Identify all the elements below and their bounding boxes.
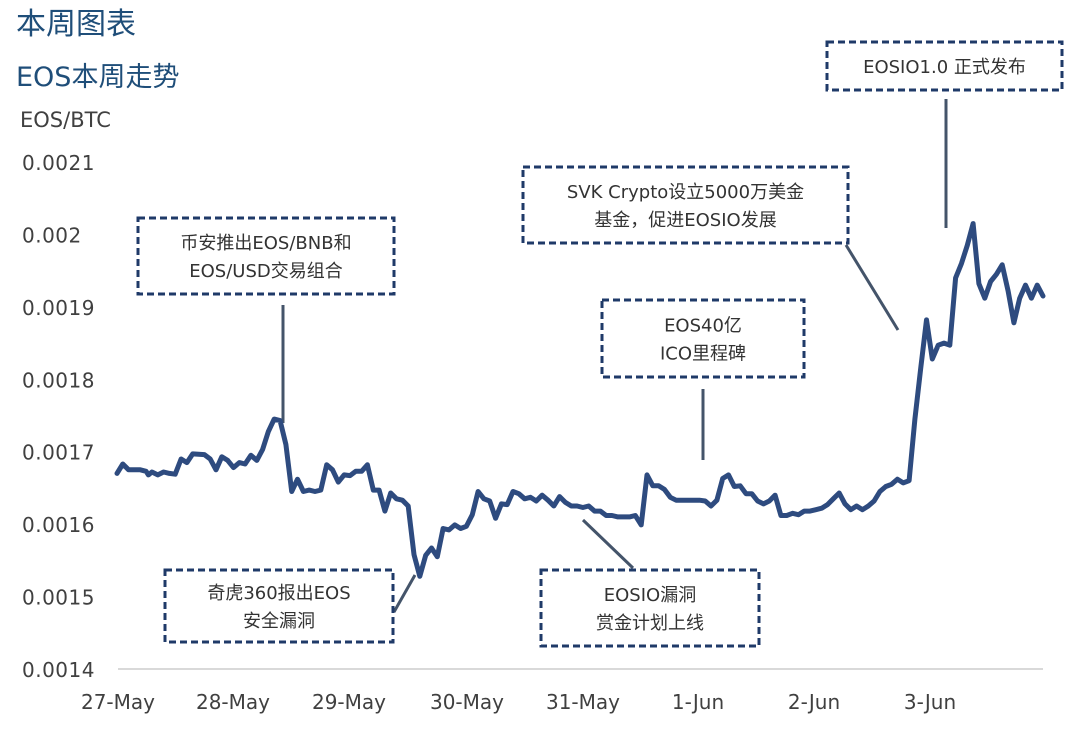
x-tick-label: 1-Jun	[672, 690, 724, 714]
x-tick-label: 30-May	[430, 690, 504, 714]
y-tick-label: 0.0021	[22, 151, 95, 175]
page-title: 本周图表	[16, 7, 136, 42]
annotation-leader-line	[581, 518, 635, 570]
annotation-leader-line	[844, 244, 900, 331]
annotation-leader-line	[392, 574, 417, 613]
y-tick-labels: 0.0014 0.0015 0.0016 0.0017 0.0018 0.0019 0.00…	[22, 151, 95, 682]
annotation-text: EOS40亿	[664, 316, 742, 337]
x-tick-label: 3-Jun	[904, 690, 956, 714]
y-tick-label: 0.0017	[22, 441, 95, 465]
chart-subtitle: EOS本周走势	[16, 62, 180, 93]
annotation-ico: EOS40亿 ICO里程碑	[600, 298, 806, 379]
y-tick-label: 0.0014	[22, 658, 95, 682]
annotation-box	[136, 216, 396, 296]
annotation-text: 赏金计划上线	[596, 613, 704, 634]
annotation-binance: 币安推出EOS/BNB和 EOS/USD交易组合	[136, 216, 396, 296]
annotation-text: EOSIO1.0 正式发布	[863, 57, 1026, 78]
x-tick-labels: 27-May 28-May 29-May 30-May 31-May 1-Jun 2-Jun…	[81, 690, 956, 714]
x-tick-label: 28-May	[196, 690, 270, 714]
annotation-box	[163, 568, 395, 644]
annotation-box	[825, 40, 1064, 92]
x-tick-label: 29-May	[312, 690, 386, 714]
y-tick-label: 0.0018	[22, 368, 95, 392]
annotation-leader-lines	[281, 99, 948, 613]
annotation-box	[600, 298, 806, 379]
annotation-text: EOS/USD交易组合	[189, 261, 343, 282]
x-tick-label: 27-May	[81, 690, 155, 714]
y-tick-label: 0.0019	[22, 296, 95, 320]
annotation-text: 安全漏洞	[243, 611, 315, 632]
annotation-text: SVK Crypto设立5000万美金	[567, 182, 804, 203]
y-axis-label: EOS/BTC	[20, 108, 111, 132]
annotation-text: 币安推出EOS/BNB和	[180, 233, 351, 254]
eos-btc-series-line	[114, 221, 1046, 579]
y-tick-label: 0.0015	[22, 586, 95, 610]
annotation-qihoo: 奇虎360报出EOS 安全漏洞	[163, 568, 395, 644]
x-tick-label: 31-May	[546, 690, 620, 714]
annotation-text: 基金，促进EOSIO发展	[594, 210, 776, 231]
annotation-text: ICO里程碑	[660, 344, 746, 365]
y-tick-label: 0.002	[22, 223, 82, 247]
annotation-text: 奇虎360报出EOS	[207, 583, 350, 604]
annotation-text: EOSIO漏洞	[604, 585, 696, 606]
annotation-box	[539, 568, 761, 648]
y-tick-label: 0.0016	[22, 513, 95, 537]
annotation-eosio: EOSIO1.0 正式发布	[825, 40, 1064, 92]
annotation-box	[521, 165, 850, 245]
x-tick-label: 2-Jun	[788, 690, 840, 714]
